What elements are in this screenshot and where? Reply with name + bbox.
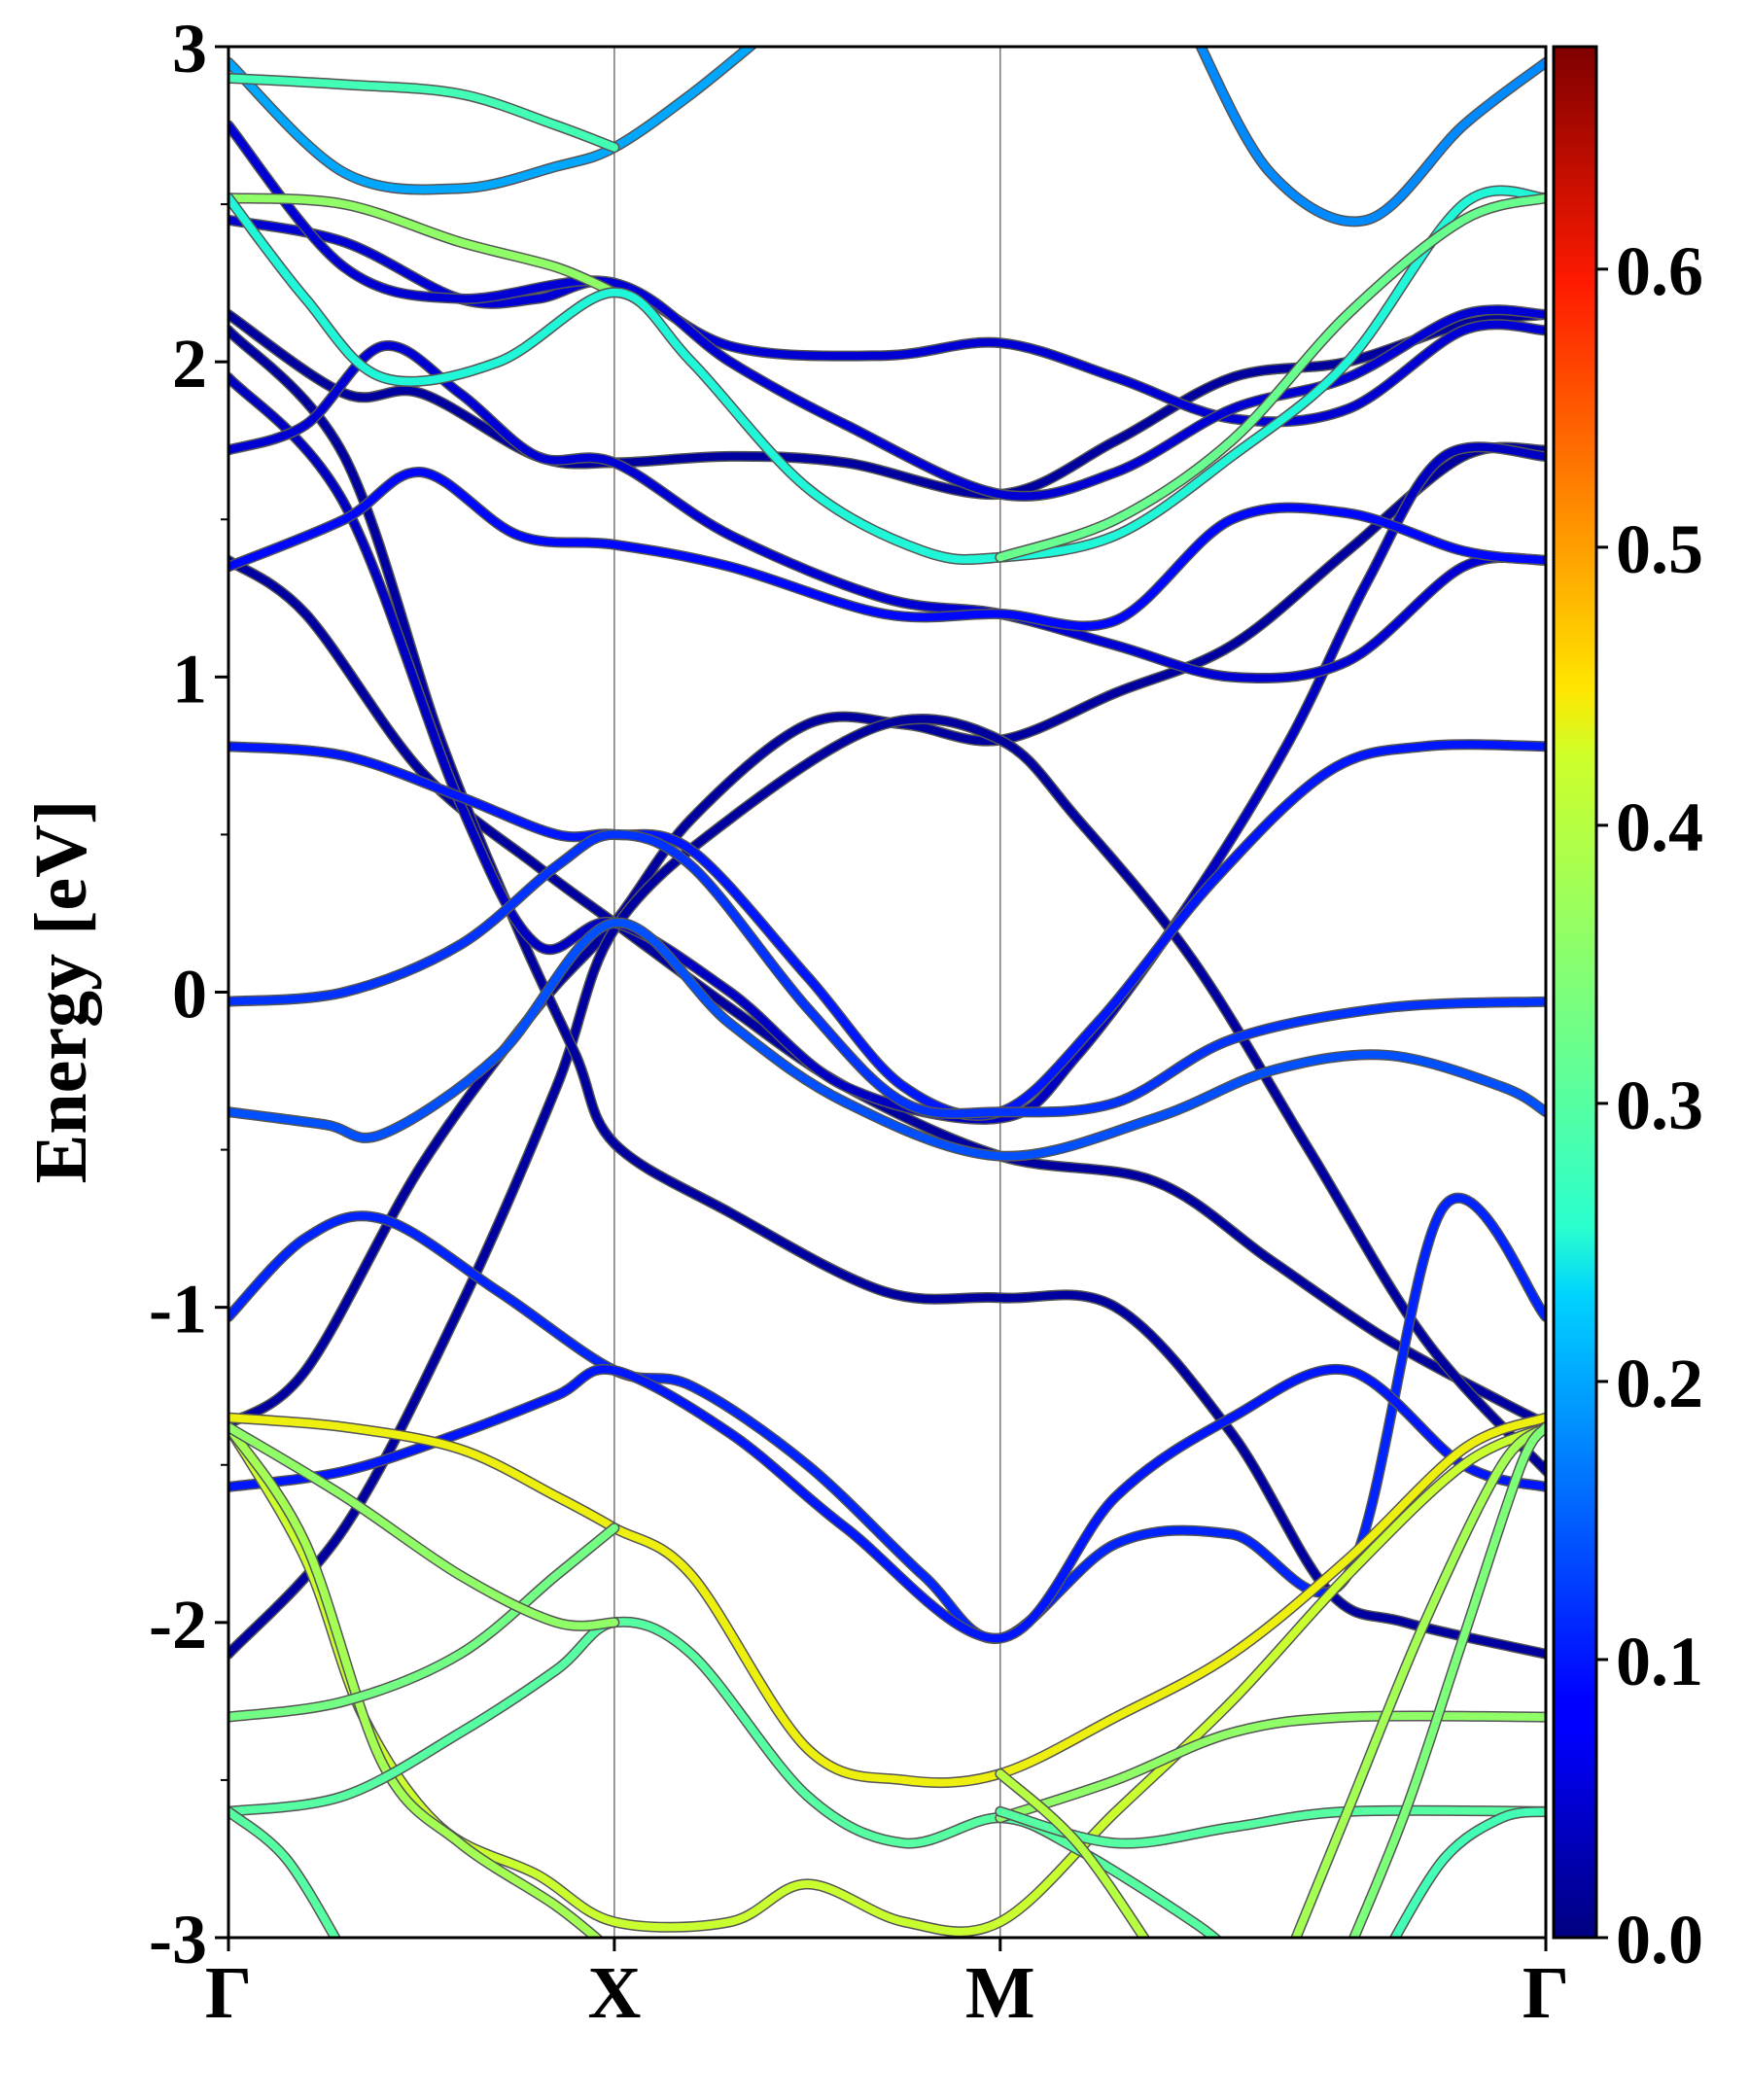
band-line-1 xyxy=(228,442,1546,1428)
band-outline-3 xyxy=(228,714,1546,1660)
band-outline-16 xyxy=(228,47,758,195)
band-line-25 xyxy=(228,1523,618,1722)
y-tick-label: 0 xyxy=(172,956,207,1033)
band-outline-4 xyxy=(228,325,1546,1660)
colorbar-ticks: 0.0 0.1 0.2 0.3 0.4 0.5 0.6 xyxy=(1596,232,1703,1978)
band-outline-15 xyxy=(228,1363,1546,1644)
band-outline-22 xyxy=(228,1412,1546,1789)
band-line-24 xyxy=(228,1422,603,1938)
band-line-9 xyxy=(228,122,1546,501)
band-lines xyxy=(228,47,1546,1938)
band-line-14 xyxy=(228,1194,1546,1643)
y-tick-label: 3 xyxy=(172,10,207,88)
band-line-21 xyxy=(996,193,1546,562)
band-line-18 xyxy=(228,74,618,152)
band-line-19 xyxy=(228,193,618,297)
colorbar-tick-label: 0.1 xyxy=(1616,1623,1703,1700)
band-line-31 xyxy=(1291,1422,1546,1938)
band-outline-34 xyxy=(228,1805,342,1938)
x-tick-label: M xyxy=(965,1952,1035,2034)
band-line-13 xyxy=(228,919,1546,1161)
y-tick-label: 1 xyxy=(172,640,207,718)
band-line-7 xyxy=(228,341,1546,682)
band-line-27 xyxy=(228,1422,618,1630)
colorbar-tick-label: 0.2 xyxy=(1616,1345,1703,1422)
high-symmetry-lines xyxy=(613,47,1001,1938)
y-tick-label: -1 xyxy=(149,1271,207,1348)
band-line-16 xyxy=(228,47,756,193)
x-tick-label: Γ xyxy=(205,1952,252,2034)
colorbar-tick-label: 0.3 xyxy=(1616,1067,1703,1144)
band-line-34 xyxy=(228,1807,340,1938)
y-tick-label: 2 xyxy=(172,325,207,402)
colorbar-tick-label: 0.0 xyxy=(1616,1901,1703,1978)
y-tick-label: -2 xyxy=(149,1586,207,1663)
band-line-12 xyxy=(228,830,1546,1118)
band-line-3 xyxy=(228,715,1546,1659)
band-line-11 xyxy=(228,740,1546,1120)
y-axis-label: Energy [eV] xyxy=(20,800,102,1184)
band-line-29 xyxy=(996,1806,1546,1848)
band-line-33 xyxy=(1390,1807,1546,1938)
y-tick-label: -3 xyxy=(149,1901,207,1978)
band-line-17 xyxy=(1196,47,1546,226)
colorbar-tick-label: 0.5 xyxy=(1616,510,1703,588)
x-tick-label: X xyxy=(587,1952,641,2034)
colorbar-tick-label: 0.4 xyxy=(1616,788,1703,866)
band-outline-23 xyxy=(228,1421,1546,1938)
band-line-23 xyxy=(228,1422,1546,1936)
band-line-5 xyxy=(228,373,1546,1124)
band-line-32 xyxy=(1349,1422,1546,1938)
band-line-15 xyxy=(228,1365,1546,1643)
band-line-30 xyxy=(996,1769,1149,1938)
band-outline-33 xyxy=(1388,1805,1546,1938)
band-line-4 xyxy=(228,326,1546,1659)
band-line-22 xyxy=(228,1414,1546,1787)
band-line-10 xyxy=(228,468,1546,630)
colorbar xyxy=(1552,45,1598,1940)
y-axis-ticks: 3 2 1 0 -1 -2 -3 xyxy=(149,10,228,1978)
plot-frame xyxy=(227,45,1548,1940)
band-line-20 xyxy=(228,187,1546,564)
x-tick-label: Γ xyxy=(1522,1952,1569,2034)
colorbar-tick-label: 0.6 xyxy=(1616,232,1703,310)
